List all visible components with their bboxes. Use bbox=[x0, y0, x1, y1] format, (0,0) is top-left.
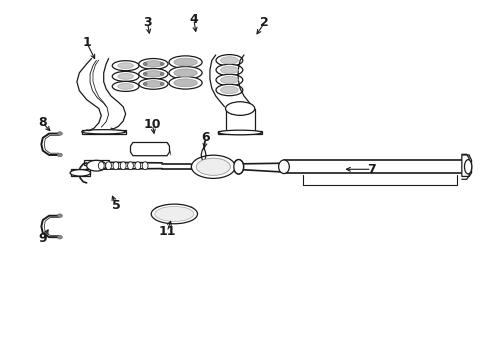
Ellipse shape bbox=[144, 81, 163, 87]
Ellipse shape bbox=[142, 162, 148, 170]
Text: 10: 10 bbox=[144, 118, 161, 131]
Polygon shape bbox=[84, 160, 109, 165]
Ellipse shape bbox=[151, 204, 197, 224]
Text: 4: 4 bbox=[190, 13, 198, 26]
Text: 8: 8 bbox=[39, 116, 47, 129]
Polygon shape bbox=[130, 143, 170, 156]
Ellipse shape bbox=[144, 71, 163, 77]
Ellipse shape bbox=[160, 82, 164, 85]
Ellipse shape bbox=[112, 81, 139, 91]
Ellipse shape bbox=[139, 68, 168, 79]
Ellipse shape bbox=[220, 66, 238, 73]
Ellipse shape bbox=[220, 57, 238, 64]
Ellipse shape bbox=[279, 160, 289, 174]
Ellipse shape bbox=[82, 130, 125, 134]
Ellipse shape bbox=[139, 78, 168, 89]
Ellipse shape bbox=[216, 74, 243, 86]
Ellipse shape bbox=[118, 63, 133, 68]
Text: 2: 2 bbox=[260, 16, 269, 29]
Ellipse shape bbox=[216, 64, 243, 76]
Text: 5: 5 bbox=[112, 198, 120, 212]
Ellipse shape bbox=[465, 159, 472, 174]
Polygon shape bbox=[82, 130, 125, 134]
Ellipse shape bbox=[192, 155, 235, 179]
Ellipse shape bbox=[118, 73, 133, 79]
Ellipse shape bbox=[160, 72, 164, 75]
Ellipse shape bbox=[144, 61, 163, 67]
Ellipse shape bbox=[57, 214, 62, 217]
Ellipse shape bbox=[143, 72, 147, 75]
Polygon shape bbox=[218, 131, 262, 134]
Ellipse shape bbox=[113, 162, 119, 170]
Text: 6: 6 bbox=[202, 131, 210, 144]
Polygon shape bbox=[71, 169, 90, 176]
Ellipse shape bbox=[218, 130, 262, 135]
Ellipse shape bbox=[87, 160, 106, 171]
Ellipse shape bbox=[220, 76, 238, 84]
Ellipse shape bbox=[225, 102, 255, 115]
Ellipse shape bbox=[169, 56, 202, 68]
Ellipse shape bbox=[143, 63, 147, 65]
Ellipse shape bbox=[112, 61, 139, 71]
Ellipse shape bbox=[112, 71, 139, 81]
Ellipse shape bbox=[139, 59, 168, 69]
Ellipse shape bbox=[169, 67, 202, 79]
Ellipse shape bbox=[169, 77, 202, 89]
Ellipse shape bbox=[120, 162, 126, 170]
Ellipse shape bbox=[220, 86, 238, 94]
Ellipse shape bbox=[174, 69, 197, 77]
Ellipse shape bbox=[143, 82, 147, 85]
Ellipse shape bbox=[98, 162, 104, 170]
Ellipse shape bbox=[234, 159, 244, 174]
Ellipse shape bbox=[216, 55, 243, 66]
Ellipse shape bbox=[174, 79, 197, 87]
Ellipse shape bbox=[57, 132, 62, 135]
Text: 7: 7 bbox=[368, 163, 376, 176]
Ellipse shape bbox=[174, 58, 197, 66]
Ellipse shape bbox=[127, 162, 133, 170]
Ellipse shape bbox=[196, 158, 230, 175]
Ellipse shape bbox=[70, 170, 91, 176]
Ellipse shape bbox=[216, 84, 243, 96]
Ellipse shape bbox=[57, 235, 62, 239]
Ellipse shape bbox=[160, 63, 164, 65]
Polygon shape bbox=[462, 155, 471, 176]
Ellipse shape bbox=[135, 162, 141, 170]
Text: 9: 9 bbox=[39, 233, 47, 246]
Ellipse shape bbox=[155, 206, 194, 221]
Text: 3: 3 bbox=[143, 16, 152, 29]
Text: 1: 1 bbox=[82, 36, 91, 49]
Ellipse shape bbox=[57, 153, 62, 157]
Ellipse shape bbox=[118, 84, 133, 89]
Ellipse shape bbox=[106, 162, 112, 170]
Text: 11: 11 bbox=[158, 225, 176, 238]
